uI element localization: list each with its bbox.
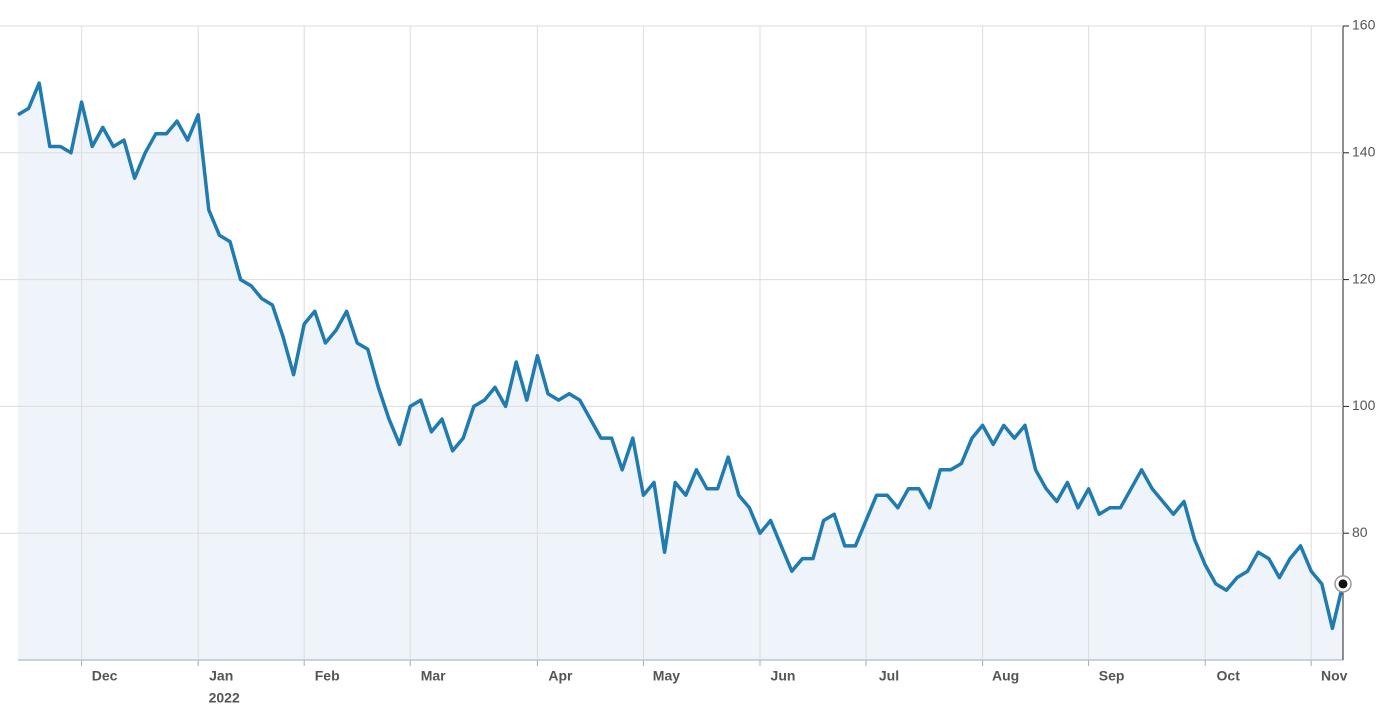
area [18, 83, 1343, 661]
x-tick-label: Oct [1217, 668, 1241, 684]
x-tick-label: Nov [1321, 668, 1348, 684]
last-point-dot [1338, 579, 1348, 589]
x-tick-label: Mar [421, 668, 446, 684]
y-tick-label: 120 [1352, 270, 1376, 286]
x-tick-label: Jan [209, 668, 233, 684]
x-tick-label: Feb [315, 668, 340, 684]
x-tick-label: Jun [771, 668, 796, 684]
x-tick-label: Sep [1099, 668, 1125, 684]
x-tick-label: Apr [548, 668, 573, 684]
line [17, 81, 1345, 631]
y-tick-label: 80 [1352, 524, 1368, 540]
y-tick-label: 140 [1352, 144, 1376, 160]
x-tick-label: May [653, 668, 680, 684]
y-tick-label: 100 [1352, 397, 1376, 413]
x-tick-label: Dec [92, 668, 118, 684]
year-label: 2022 [209, 690, 240, 706]
x-tick-label: Jul [879, 668, 899, 684]
y-tick-label: 160 [1352, 17, 1376, 33]
x-tick-label: Aug [992, 668, 1019, 684]
